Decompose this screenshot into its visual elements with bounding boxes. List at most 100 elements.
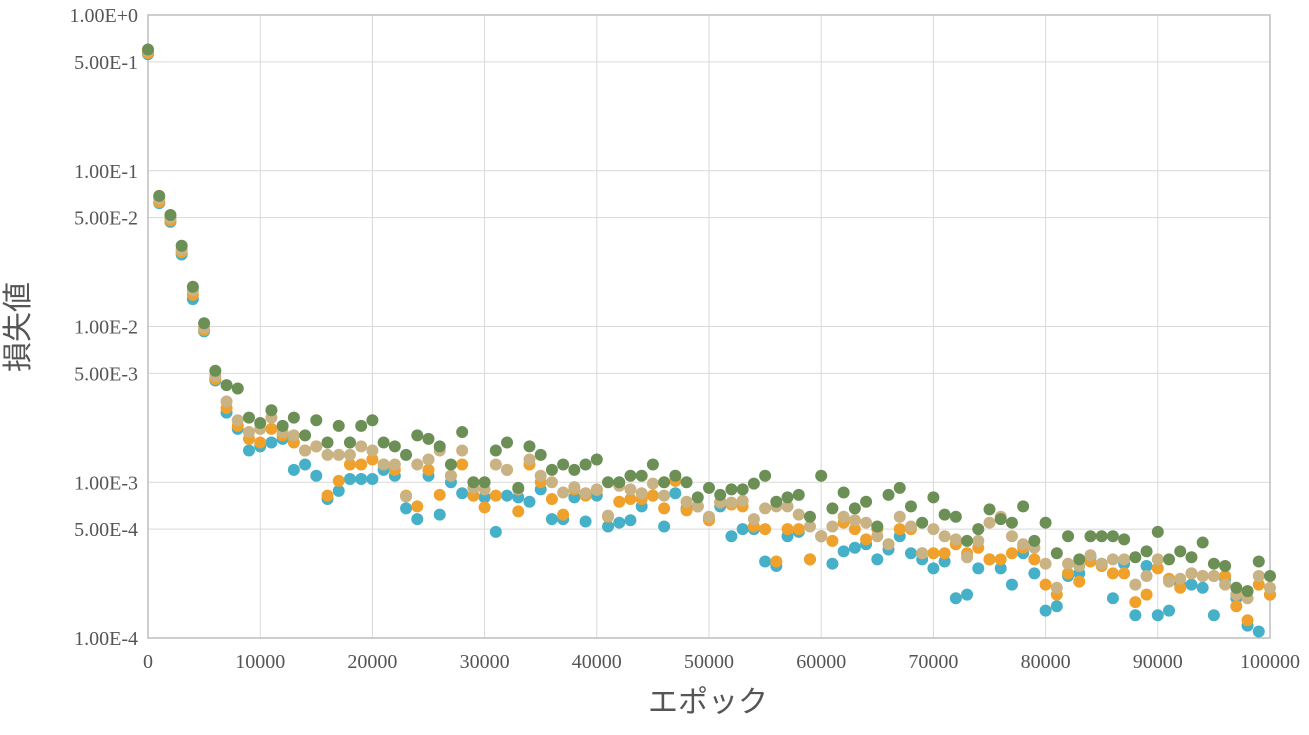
data-point-series-3 — [703, 510, 715, 523]
data-point-series-1 — [1005, 578, 1018, 591]
y-tick-label: 1.00E-2 — [74, 317, 138, 339]
data-point-series-1 — [1129, 609, 1142, 622]
data-point-series-4 — [343, 436, 356, 449]
data-point-series-2 — [860, 533, 873, 546]
data-point-series-3 — [1118, 553, 1131, 566]
data-point-series-4 — [355, 419, 368, 432]
data-point-series-4 — [523, 440, 536, 453]
x-tick-label: 60000 — [796, 651, 846, 673]
data-point-series-3 — [725, 496, 738, 509]
y-tick-label: 5.00E-2 — [74, 208, 138, 230]
data-point-series-3 — [815, 530, 828, 543]
y-tick-label: 1.00E+0 — [70, 5, 139, 27]
data-point-series-1 — [994, 562, 1007, 575]
data-point-series-4 — [1185, 551, 1198, 564]
data-point-series-4 — [209, 364, 222, 377]
data-point-series-3 — [635, 487, 648, 500]
data-point-series-3 — [310, 440, 323, 453]
data-point-series-2 — [254, 436, 267, 449]
data-point-series-4 — [433, 440, 446, 453]
data-point-series-4 — [1219, 559, 1232, 572]
data-point-series-2 — [411, 500, 424, 513]
data-point-series-4 — [321, 436, 334, 449]
data-point-series-3 — [1095, 557, 1108, 570]
data-point-series-4 — [422, 432, 435, 445]
data-point-series-2 — [680, 504, 693, 517]
data-point-series-2 — [848, 523, 861, 536]
data-point-series-2 — [759, 523, 772, 536]
data-point-series-4 — [1118, 533, 1131, 546]
data-point-series-3 — [355, 440, 368, 453]
data-point-series-3 — [456, 444, 469, 457]
data-point-series-4 — [590, 453, 603, 466]
data-point-series-4 — [478, 476, 491, 489]
data-point-series-3 — [961, 551, 974, 564]
data-point-series-4 — [1196, 536, 1209, 549]
data-point-series-1 — [545, 513, 558, 526]
data-point-series-4 — [400, 448, 413, 461]
x-tick-label: 50000 — [684, 651, 734, 673]
data-point-series-4 — [747, 477, 760, 490]
data-point-series-4 — [882, 488, 895, 501]
data-point-series-4 — [904, 500, 917, 513]
data-point-series-4 — [691, 491, 704, 504]
data-point-series-2 — [456, 458, 469, 471]
data-point-series-1 — [938, 555, 951, 568]
data-point-series-2 — [613, 495, 626, 508]
data-point-series-1 — [400, 502, 413, 515]
data-point-series-2 — [489, 489, 502, 502]
data-point-series-3 — [411, 458, 424, 471]
data-point-series-4 — [186, 280, 199, 293]
data-point-series-1 — [658, 520, 671, 533]
data-point-series-4 — [893, 481, 906, 494]
data-point-series-2 — [1062, 567, 1075, 580]
data-point-series-3 — [826, 520, 839, 533]
data-point-series-4 — [557, 458, 570, 471]
data-point-series-1 — [1028, 567, 1041, 580]
data-point-series-2 — [422, 463, 435, 476]
data-point-series-4 — [1050, 547, 1063, 560]
data-point-series-4 — [1140, 545, 1153, 558]
data-point-series-2 — [770, 555, 783, 568]
data-point-series-3 — [904, 520, 917, 533]
data-point-series-2 — [938, 547, 951, 560]
data-point-series-2 — [366, 453, 379, 466]
data-point-series-3 — [534, 469, 547, 482]
data-point-series-3 — [983, 516, 996, 529]
data-point-series-4 — [1073, 553, 1086, 566]
data-point-series-4 — [736, 483, 749, 496]
data-point-series-3 — [893, 510, 906, 523]
data-point-series-2 — [1219, 570, 1232, 583]
data-point-series-4 — [1163, 553, 1176, 566]
data-point-series-4 — [310, 414, 323, 427]
data-point-series-1 — [848, 541, 861, 554]
data-point-series-2 — [433, 488, 446, 501]
data-point-series-4 — [759, 469, 772, 482]
data-point-series-4 — [489, 444, 502, 457]
data-point-series-4 — [142, 43, 154, 56]
data-point-series-3 — [523, 453, 536, 466]
data-point-series-2 — [1039, 578, 1052, 591]
data-point-series-4 — [276, 419, 289, 432]
data-point-series-4 — [703, 481, 715, 494]
data-point-series-4 — [220, 379, 233, 392]
data-point-series-3 — [691, 500, 704, 513]
data-point-series-2 — [332, 474, 345, 487]
data-point-series-4 — [153, 189, 166, 202]
data-point-series-4 — [1062, 530, 1075, 543]
data-point-series-4 — [287, 411, 300, 424]
data-point-series-1 — [972, 562, 985, 575]
data-point-series-4 — [1264, 570, 1276, 583]
data-point-series-3 — [1050, 581, 1063, 594]
y-tick-label: 5.00E-4 — [74, 519, 138, 541]
data-point-series-4 — [1129, 551, 1142, 564]
data-point-series-2 — [994, 553, 1007, 566]
data-point-series-1 — [736, 523, 749, 536]
data-point-series-1 — [501, 489, 514, 502]
data-point-series-4 — [658, 476, 671, 489]
data-point-series-2 — [826, 534, 839, 547]
data-point-series-2 — [478, 501, 491, 514]
data-point-series-3 — [781, 500, 794, 513]
x-tick-label: 90000 — [1133, 651, 1183, 673]
